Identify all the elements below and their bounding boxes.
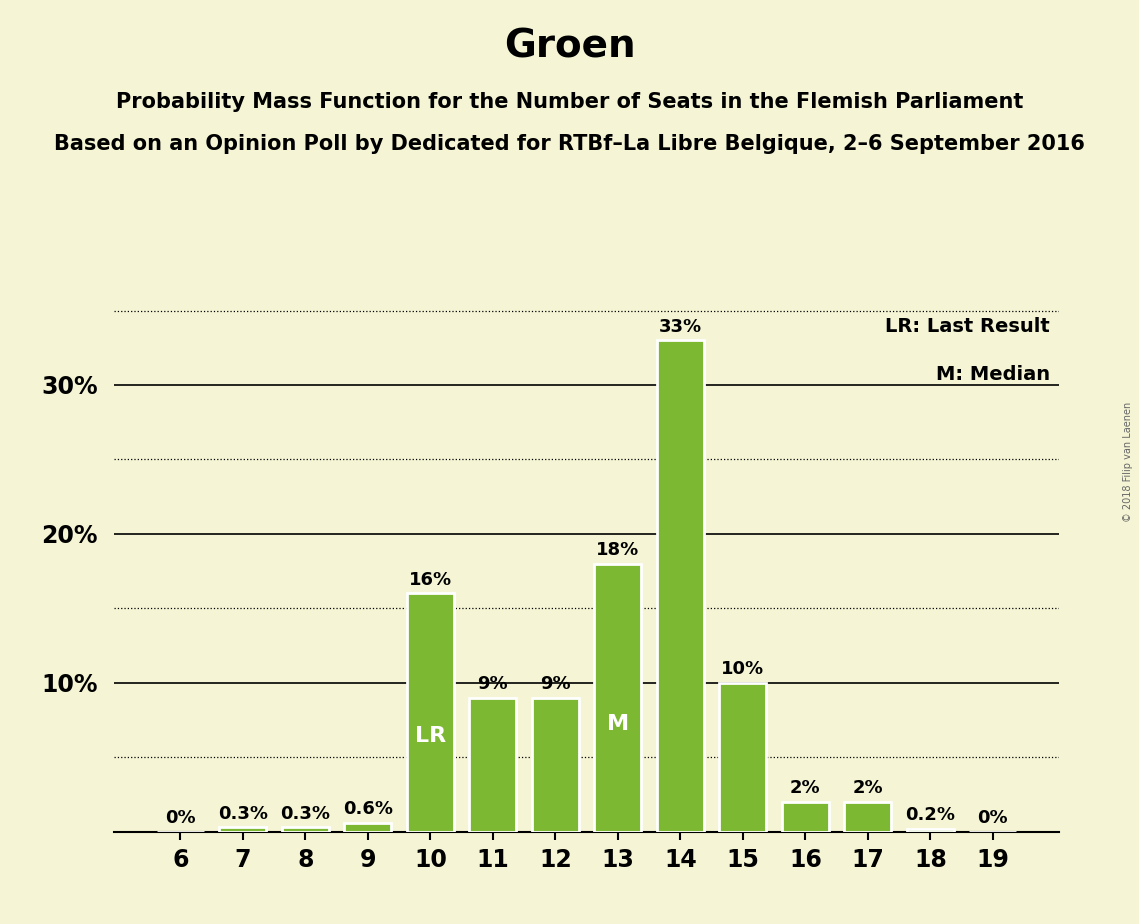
Text: Groen: Groen (503, 28, 636, 66)
Bar (407, 593, 453, 832)
Bar (532, 698, 579, 832)
Text: 18%: 18% (596, 541, 639, 559)
Text: Probability Mass Function for the Number of Seats in the Flemish Parliament: Probability Mass Function for the Number… (116, 92, 1023, 113)
Text: LR: Last Result: LR: Last Result (885, 317, 1050, 336)
Bar (844, 802, 892, 832)
Text: 10%: 10% (721, 661, 764, 678)
Bar (781, 802, 829, 832)
Bar (344, 822, 392, 832)
Text: 9%: 9% (477, 675, 508, 693)
Bar (220, 827, 267, 832)
Bar (657, 340, 704, 832)
Text: 2%: 2% (790, 779, 821, 797)
Text: 0%: 0% (977, 809, 1008, 827)
Text: M: Median: M: Median (936, 365, 1050, 384)
Text: 0.6%: 0.6% (343, 800, 393, 819)
Text: 2%: 2% (852, 779, 883, 797)
Text: © 2018 Filip van Laenen: © 2018 Filip van Laenen (1123, 402, 1133, 522)
Text: 16%: 16% (409, 571, 452, 589)
Text: 0.2%: 0.2% (906, 806, 956, 824)
Bar (469, 698, 516, 832)
Text: 0%: 0% (165, 809, 196, 827)
Text: 0.3%: 0.3% (280, 805, 330, 822)
Bar (907, 829, 953, 832)
Text: 0.3%: 0.3% (218, 805, 268, 822)
Text: LR: LR (415, 726, 445, 747)
Bar (281, 827, 329, 832)
Text: 9%: 9% (540, 675, 571, 693)
Text: M: M (607, 714, 629, 735)
Bar (720, 683, 767, 832)
Text: Based on an Opinion Poll by Dedicated for RTBf–La Libre Belgique, 2–6 September : Based on an Opinion Poll by Dedicated fo… (54, 134, 1085, 154)
Bar (595, 564, 641, 832)
Text: 33%: 33% (658, 318, 702, 336)
